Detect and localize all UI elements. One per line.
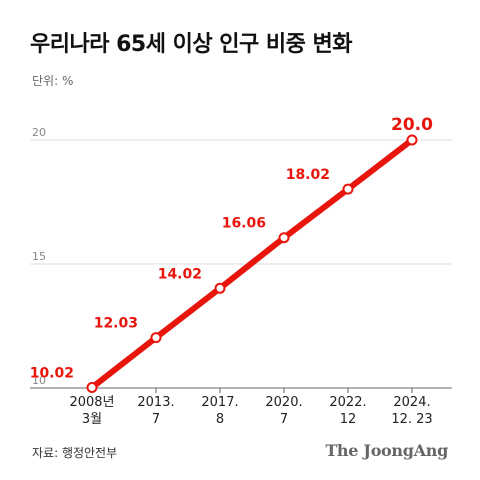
unit-label: 단위: % — [32, 74, 74, 88]
x-tick-label: 2022. — [329, 395, 366, 410]
publisher-logo: The JoongAng — [325, 441, 448, 460]
data-label: 20.0 — [391, 115, 433, 135]
y-tick-label: 15 — [32, 250, 46, 263]
x-tick-label: 2024. — [393, 395, 430, 410]
series-line — [89, 137, 415, 391]
data-point — [278, 232, 290, 244]
data-label: 14.02 — [158, 266, 202, 282]
x-tick-label: 2017. — [201, 395, 238, 410]
x-tick-label: 2020. — [265, 395, 302, 410]
data-label: 16.06 — [222, 216, 266, 232]
x-tick-label: 3월 — [82, 412, 102, 427]
x-tick-label: 7 — [152, 412, 160, 427]
x-tick-label: 12 — [340, 412, 357, 427]
source-label: 자료: 행정안전부 — [32, 446, 118, 460]
x-tick-label: 8 — [216, 412, 224, 427]
chart-title: 우리나라 65세 이상 인구 비중 변화 — [30, 32, 353, 57]
data-label: 10.02 — [30, 366, 74, 382]
data-label: 18.02 — [286, 167, 330, 183]
data-point — [86, 382, 98, 394]
y-tick-label: 20 — [32, 126, 46, 139]
data-point — [406, 134, 418, 146]
data-point — [150, 332, 162, 344]
data-point — [214, 282, 226, 294]
y-tick-label: 10 — [32, 374, 46, 387]
x-tick-label: 12. 23 — [391, 412, 432, 427]
x-tick-label: 7 — [280, 412, 288, 427]
x-tick-label: 2008년 — [69, 395, 114, 410]
data-label: 12.03 — [94, 316, 138, 332]
x-tick-label: 2013. — [137, 395, 174, 410]
data-point — [342, 183, 354, 195]
